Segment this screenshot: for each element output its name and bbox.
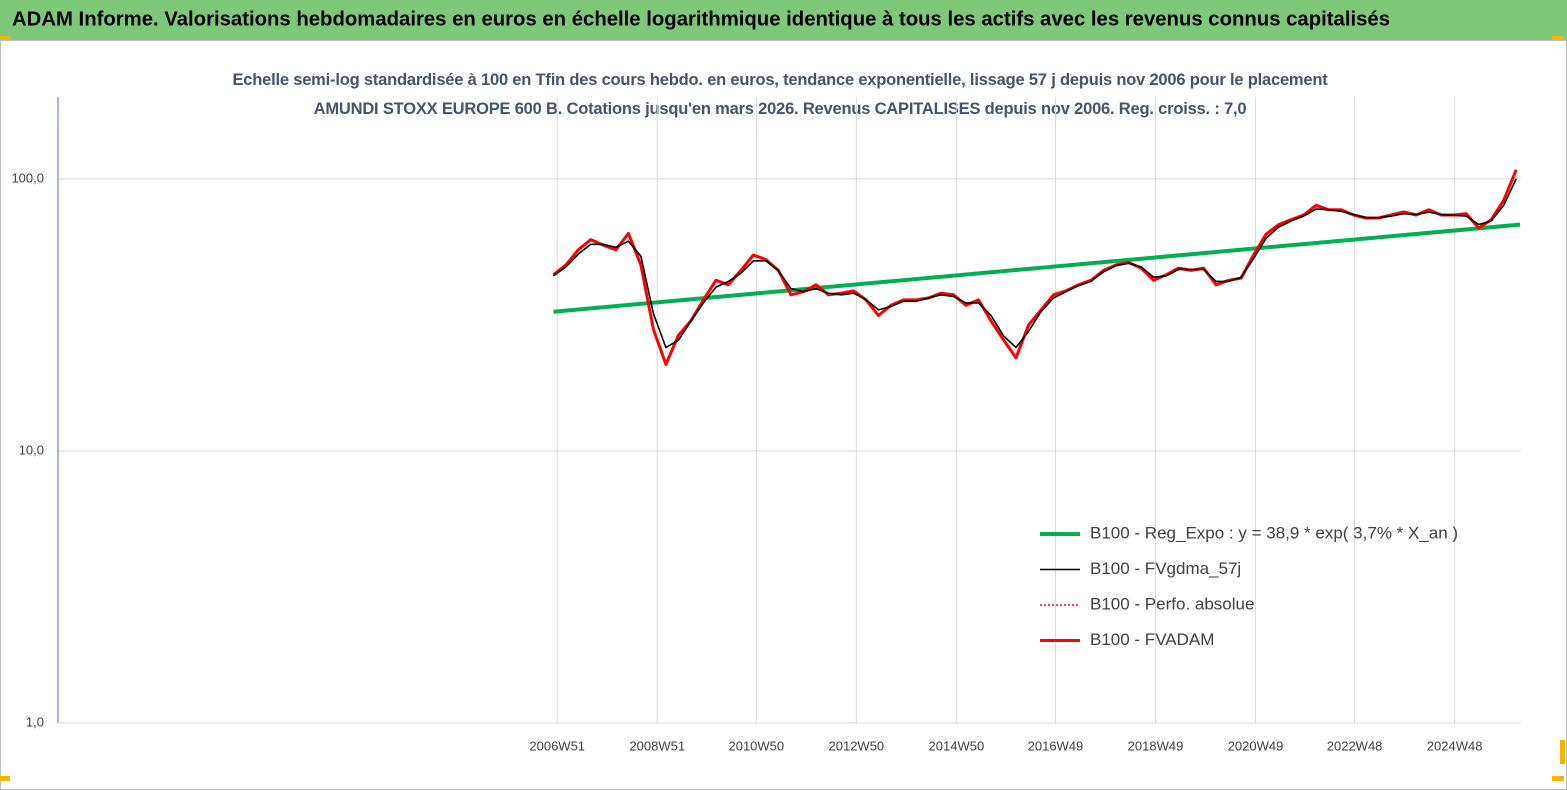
x-tick-label: 2006W51 xyxy=(529,738,585,753)
corner xyxy=(0,36,10,40)
x-tick-label: 2014W50 xyxy=(929,738,985,753)
x-tick-label: 2008W51 xyxy=(629,738,685,753)
x-tick-label: 2012W50 xyxy=(829,738,885,753)
series-line xyxy=(552,178,1517,349)
page-title: ADAM Informe. Valorisations hebdomadaire… xyxy=(12,8,1390,30)
x-tick-label: 2018W49 xyxy=(1128,738,1184,753)
y-tick-label: 100,0 xyxy=(11,170,44,185)
legend-label: B100 - FVADAM xyxy=(1090,630,1214,649)
chart-title: Echelle semi-log standardisée à 100 en T… xyxy=(232,71,1328,118)
banner: ADAM Informe. Valorisations hebdomadaire… xyxy=(0,0,1567,40)
y-tick-label: 10,0 xyxy=(19,442,44,457)
x-tick-label: 2010W50 xyxy=(728,738,784,753)
series-line xyxy=(553,222,1521,314)
x-tick-label: 2022W48 xyxy=(1327,738,1383,753)
x-tick-label: 2024W48 xyxy=(1427,738,1483,753)
corner xyxy=(1552,36,1564,40)
corner xyxy=(1560,740,1565,764)
banner-bg xyxy=(0,0,1567,40)
legend-label: B100 - FVgdma_57j xyxy=(1090,559,1241,578)
legend-label: B100 - Perfo. absolue xyxy=(1090,594,1254,613)
y-tick-label: 1,0 xyxy=(26,714,44,729)
corner xyxy=(0,776,10,781)
corner xyxy=(1552,776,1564,781)
legend-label: B100 - Reg_Expo : y = 38,9 * exp( 3,7% *… xyxy=(1090,523,1458,542)
x-tick-label: 2020W49 xyxy=(1228,738,1284,753)
x-tick-label: 2016W49 xyxy=(1028,738,1084,753)
